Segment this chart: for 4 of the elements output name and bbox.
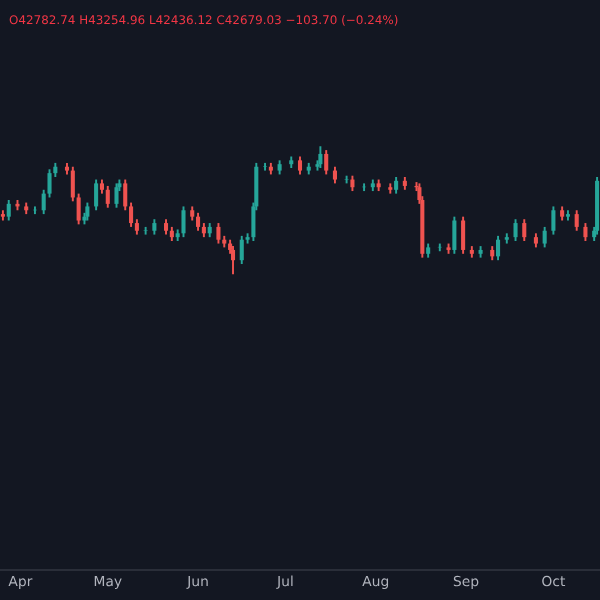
candlestick [143,225,148,236]
candlestick [181,205,186,239]
candlestick [263,161,268,172]
candlestick [344,174,349,185]
